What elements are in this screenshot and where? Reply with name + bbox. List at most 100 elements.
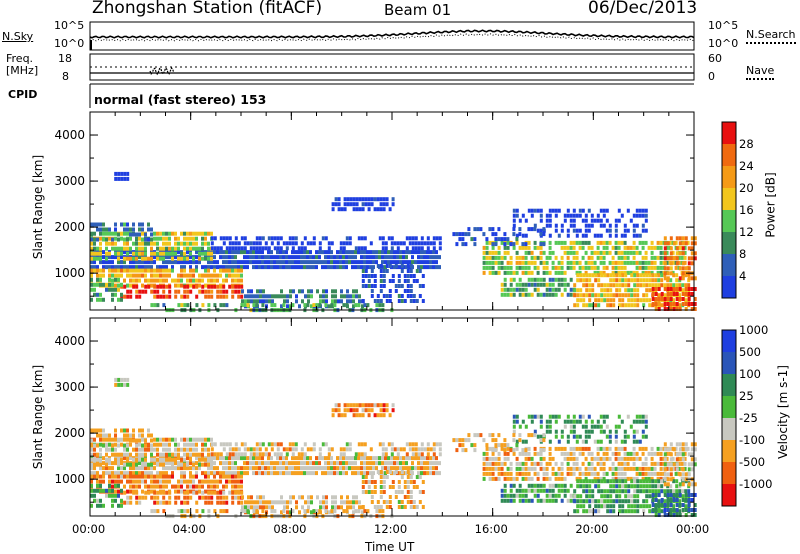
heat-cell — [624, 303, 628, 308]
heat-cell — [599, 429, 603, 434]
heat-cell — [336, 471, 339, 476]
heat-cell — [521, 245, 525, 250]
heat-cell — [656, 461, 660, 466]
heat-cell — [611, 476, 615, 481]
heat-cell — [222, 500, 226, 505]
heat-cell — [364, 408, 368, 413]
power-heatmap — [90, 171, 697, 313]
heat-cell — [614, 250, 618, 255]
heat-cell — [240, 284, 244, 289]
heat-cell — [560, 451, 564, 456]
heat-cell — [192, 437, 195, 442]
heat-cell — [545, 466, 549, 471]
heat-cell — [210, 289, 214, 294]
heat-cell — [123, 176, 127, 181]
heat-cell — [593, 250, 597, 255]
heat-cell — [273, 471, 276, 476]
heat-cell — [494, 242, 498, 247]
heat-cell — [126, 237, 129, 242]
heat-cell — [322, 299, 325, 304]
heat-cell — [349, 408, 353, 413]
heat-cell — [105, 488, 108, 493]
heat-cell — [690, 287, 694, 291]
heat-cell — [681, 266, 685, 271]
heat-cell — [606, 479, 610, 484]
heat-cell — [306, 466, 309, 471]
heat-cell — [180, 251, 183, 256]
heat-cell — [596, 439, 600, 444]
heat-cell — [367, 279, 371, 283]
heat-cell — [426, 471, 429, 476]
heat-cell — [213, 284, 217, 289]
heat-cell — [560, 461, 564, 466]
heat-cell — [295, 294, 298, 299]
colorbar-tick-label: -500 — [739, 455, 765, 469]
heat-cell — [342, 456, 345, 461]
heat-cell — [201, 303, 205, 308]
heat-cell — [432, 471, 435, 476]
heat-cell — [542, 242, 546, 247]
heat-cell — [545, 255, 549, 260]
heat-cell — [249, 246, 253, 251]
heat-cell — [617, 451, 621, 456]
heat-cell — [602, 456, 606, 461]
heat-cell — [500, 287, 504, 292]
heat-cell — [409, 284, 413, 288]
heat-cell — [120, 488, 123, 493]
heat-cell — [423, 456, 426, 461]
colorbar-tick-label: -100 — [739, 433, 765, 447]
heat-cell — [207, 471, 210, 476]
freq-traces — [90, 66, 694, 76]
heat-cell — [343, 207, 347, 212]
heat-cell — [600, 489, 604, 494]
heat-cell — [411, 466, 414, 471]
heat-cell — [391, 274, 395, 278]
heat-cell — [626, 414, 630, 419]
heat-cell — [234, 484, 237, 489]
heat-cell — [120, 260, 123, 265]
heat-cell — [623, 260, 627, 265]
heat-cell — [123, 456, 126, 461]
heat-cell — [261, 260, 264, 265]
heat-cell — [506, 270, 510, 275]
heat-cell — [629, 245, 633, 250]
heat-cell — [225, 294, 229, 299]
heat-cell — [183, 479, 186, 484]
heat-cell — [515, 439, 519, 444]
heat-cell — [672, 447, 676, 452]
heat-cell — [638, 265, 642, 270]
heat-cell — [244, 505, 247, 510]
heat-cell — [515, 265, 519, 270]
y-tick-label: 3000 — [54, 174, 85, 188]
heat-cell — [594, 303, 598, 308]
heat-cell — [412, 274, 416, 278]
heat-cell — [372, 255, 375, 260]
heat-cell — [657, 287, 661, 291]
heat-cell — [228, 265, 231, 270]
heat-cell — [626, 451, 630, 456]
heat-cell — [497, 433, 501, 438]
heat-cell — [638, 446, 642, 451]
heat-cell — [213, 265, 216, 270]
heat-cell — [602, 213, 606, 218]
heat-cell — [675, 287, 679, 291]
heat-cell — [390, 456, 393, 461]
heat-cell — [322, 495, 325, 500]
heat-cell — [198, 452, 201, 457]
heat-cell — [135, 260, 138, 265]
heat-cell — [174, 255, 177, 260]
heat-cell — [288, 447, 292, 452]
heat-cell — [512, 213, 516, 218]
heat-cell — [138, 452, 141, 457]
heat-cell — [648, 278, 652, 283]
heat-cell — [591, 293, 595, 298]
heat-cell — [219, 442, 223, 447]
heat-cell — [405, 466, 408, 471]
heat-cell — [282, 447, 286, 452]
heat-cell — [315, 471, 318, 476]
heat-cell — [678, 307, 682, 311]
heat-cell — [578, 240, 582, 245]
heat-cell — [656, 476, 660, 481]
heat-cell — [150, 256, 153, 261]
heat-cell — [180, 484, 183, 489]
